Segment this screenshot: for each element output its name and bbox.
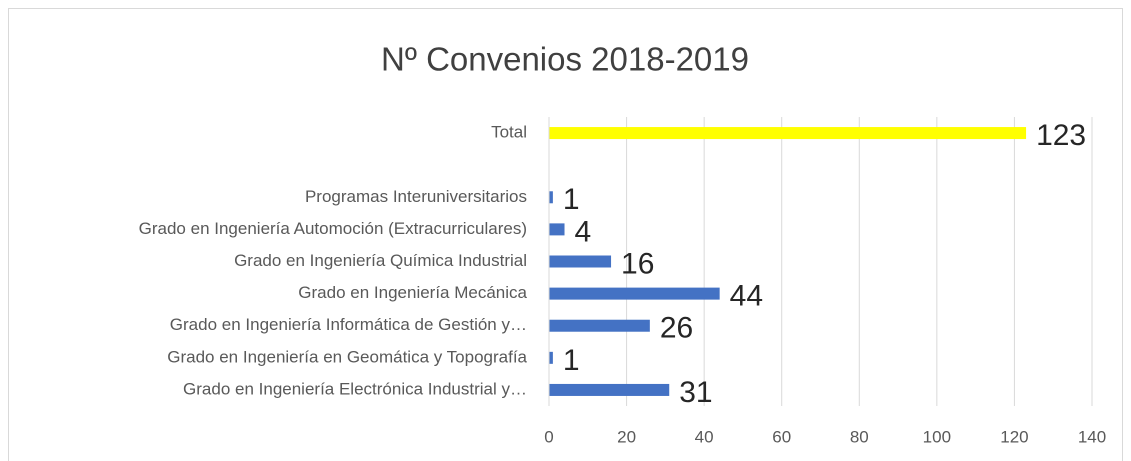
bar (549, 287, 720, 300)
y-tick-label: Total (491, 123, 527, 142)
value-label: 31 (679, 376, 712, 409)
x-tick-label: 120 (1000, 427, 1028, 446)
x-tick-label: 40 (695, 427, 714, 446)
value-label: 1 (563, 183, 580, 216)
x-tick-label: 60 (772, 427, 791, 446)
value-label: 44 (730, 280, 763, 313)
x-tick-label: 80 (850, 427, 869, 446)
value-label: 4 (575, 215, 592, 248)
y-tick-label: Grado en Ingeniería Mecánica (298, 283, 527, 302)
x-tick-label: 100 (923, 427, 951, 446)
value-label: 16 (621, 247, 654, 280)
y-tick-label: Grado en Ingeniería Informática de Gesti… (170, 315, 527, 334)
chart-title: Nº Convenios 2018-2019 (381, 41, 749, 78)
y-tick-label: Programas Interuniversitarios (305, 187, 527, 206)
bar (549, 383, 670, 396)
value-label: 26 (660, 312, 693, 345)
value-label: 1 (563, 344, 580, 377)
x-tick-label: 20 (617, 427, 636, 446)
y-tick-label: Grado en Ingeniería Electrónica Industri… (183, 379, 527, 398)
bar (549, 127, 1027, 140)
bar (549, 223, 565, 236)
bar (549, 351, 553, 364)
y-tick-label: Grado en Ingeniería Química Industrial (234, 251, 527, 270)
bar (549, 319, 650, 332)
y-tick-label: Grado en Ingeniería en Geomática y Topog… (167, 347, 527, 366)
x-tick-label: 140 (1078, 427, 1106, 446)
value-label: 123 (1036, 119, 1086, 152)
bar (549, 191, 553, 204)
chart-border (8, 8, 1123, 461)
bar (549, 255, 612, 268)
y-tick-label: Grado en Ingeniería Automoción (Extracur… (139, 219, 527, 238)
x-tick-label: 0 (544, 427, 553, 446)
